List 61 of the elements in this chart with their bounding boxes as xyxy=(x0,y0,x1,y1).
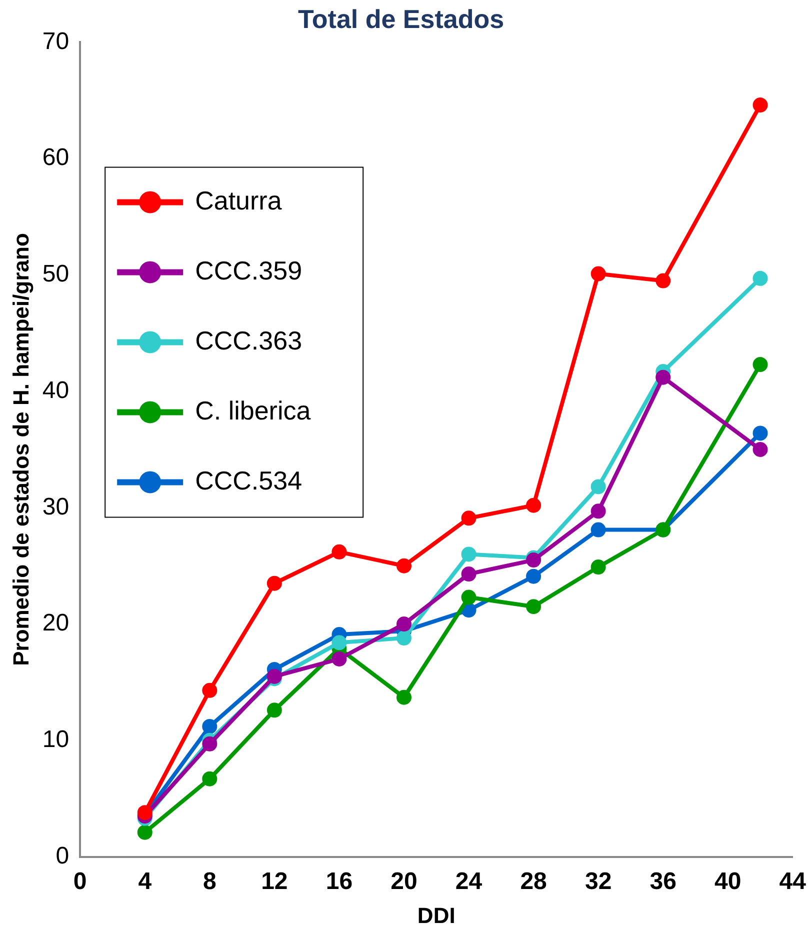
point xyxy=(752,442,768,457)
point xyxy=(526,568,542,584)
y-tick-label: 70 xyxy=(42,28,70,55)
point xyxy=(266,702,282,718)
y-tick-label: 50 xyxy=(42,260,70,288)
point xyxy=(461,510,476,526)
point xyxy=(526,498,542,513)
chart-title: Total de Estados xyxy=(298,4,504,34)
point xyxy=(137,824,152,840)
x-tick-label: 4 xyxy=(138,868,152,895)
point xyxy=(656,273,671,288)
y-tick-label: 30 xyxy=(42,493,70,520)
point xyxy=(202,718,218,734)
point xyxy=(396,630,412,646)
point xyxy=(590,504,606,519)
point xyxy=(332,635,347,650)
point xyxy=(266,576,282,591)
x-tick-label: 32 xyxy=(584,868,612,895)
point xyxy=(202,736,218,752)
x-tick-label: 28 xyxy=(520,868,547,895)
x-tick-label: 12 xyxy=(261,868,288,895)
point xyxy=(461,590,476,605)
x-tick-label: 24 xyxy=(455,868,483,895)
y-tick-label: 60 xyxy=(42,144,70,172)
point xyxy=(202,771,218,786)
point xyxy=(590,266,606,282)
point xyxy=(396,616,412,632)
point xyxy=(461,566,476,582)
point xyxy=(396,690,412,705)
x-axis-title: DDI xyxy=(417,902,456,928)
x-tick-label: 44 xyxy=(779,868,807,895)
y-tick-label: 10 xyxy=(42,726,70,754)
x-tick-label: 36 xyxy=(650,868,676,895)
legend-label: CCC.534 xyxy=(195,465,302,496)
legend-label: CCC.359 xyxy=(195,255,302,286)
point xyxy=(332,544,347,560)
point xyxy=(752,270,768,286)
point xyxy=(590,560,606,575)
legend-label: CCC.363 xyxy=(195,325,302,356)
x-tick-label: 20 xyxy=(390,868,418,895)
point xyxy=(590,522,606,538)
point xyxy=(202,682,218,698)
y-tick-label: 40 xyxy=(42,376,70,404)
point xyxy=(752,357,768,372)
point xyxy=(752,98,768,113)
y-tick-label: 0 xyxy=(56,842,70,870)
x-tick-label: 40 xyxy=(714,868,742,895)
y-tick-label: 20 xyxy=(42,610,70,637)
x-tick-label: 16 xyxy=(326,868,353,895)
point xyxy=(461,546,476,562)
x-tick-label: 8 xyxy=(202,868,216,895)
point xyxy=(656,370,671,385)
point xyxy=(396,558,412,574)
point xyxy=(590,479,606,494)
point xyxy=(752,426,768,441)
point xyxy=(526,599,542,614)
point xyxy=(332,651,347,666)
legend-label: C. liberica xyxy=(195,395,312,426)
legend-label: Caturra xyxy=(195,185,282,216)
x-tick-label: 0 xyxy=(73,868,87,895)
y-axis-title: Promedio de estados de H. hampei/grano xyxy=(8,233,34,666)
